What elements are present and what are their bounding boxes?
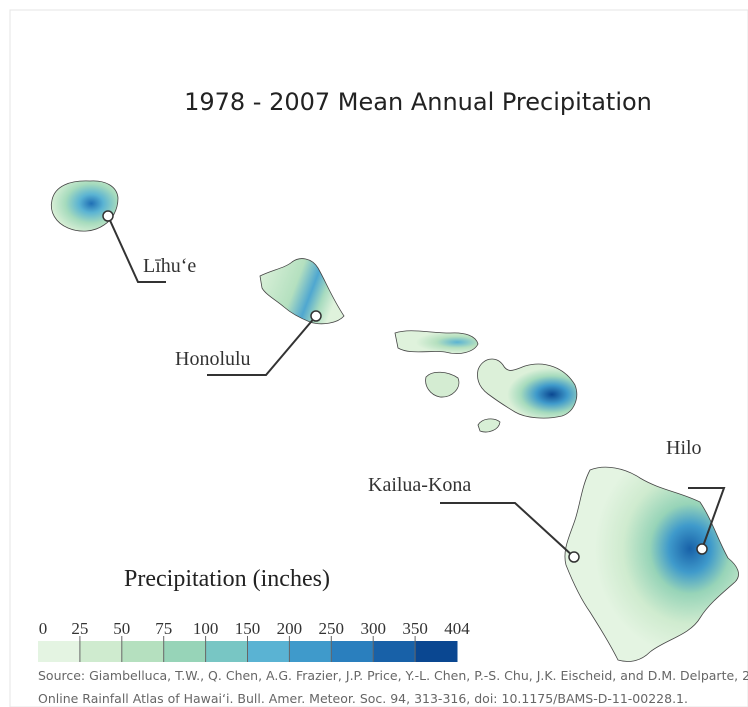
city-label: Kailua-Kona xyxy=(368,474,471,496)
big-island xyxy=(564,466,739,662)
city-label: Honolulu xyxy=(175,348,251,370)
kauai xyxy=(50,180,119,232)
legend-swatch xyxy=(415,641,458,662)
legend-tick-label: 25 xyxy=(71,619,88,638)
legend-tick-label: 300 xyxy=(360,619,386,638)
legend-swatch xyxy=(38,641,81,662)
legend-tick-label: 100 xyxy=(193,619,219,638)
legend-swatch xyxy=(121,641,165,662)
legend-swatch xyxy=(373,641,416,662)
city-dot xyxy=(102,210,114,222)
legend-tick-label: 150 xyxy=(235,619,261,638)
legend-tick-label: 75 xyxy=(155,619,172,638)
legend-tick-label: 200 xyxy=(277,619,303,638)
leader-line xyxy=(440,502,575,558)
legend-tick-label: 0 xyxy=(39,619,48,638)
legend-swatch xyxy=(205,641,248,662)
leader-line xyxy=(688,487,726,550)
legend-tick-label: 50 xyxy=(113,619,130,638)
legend-swatch xyxy=(331,641,374,662)
leader-line xyxy=(107,215,166,283)
legend-title: Precipitation (inches) xyxy=(124,566,330,592)
legend-swatch xyxy=(79,641,123,662)
maui xyxy=(477,358,578,419)
city-label: Līhuʻe xyxy=(143,255,196,277)
legend-swatch xyxy=(289,641,332,662)
oahu xyxy=(259,258,345,325)
city-dot xyxy=(568,551,580,563)
molokai xyxy=(394,330,479,354)
legend-swatch xyxy=(163,641,207,662)
source-text: Source: Giambelluca, T.W., Q. Chen, A.G.… xyxy=(38,668,748,683)
kahoolawe xyxy=(477,418,501,433)
legend-swatch xyxy=(247,641,290,662)
legend-tick-label: 250 xyxy=(319,619,345,638)
lanai xyxy=(425,371,460,398)
map-title: 1978 - 2007 Mean Annual Precipitation xyxy=(184,88,652,116)
city-label: Hilo xyxy=(666,437,702,459)
city-dot xyxy=(696,543,708,555)
legend-tick-label: 404 xyxy=(444,619,470,638)
city-dot xyxy=(310,310,322,322)
leader-line xyxy=(207,315,317,376)
legend-tick-label: 350 xyxy=(402,619,428,638)
source-text: Online Rainfall Atlas of Hawaiʻi. Bull. … xyxy=(38,691,688,706)
legend: 0 25 50 75 100 150 200 250 300 350 404 xyxy=(38,619,470,662)
